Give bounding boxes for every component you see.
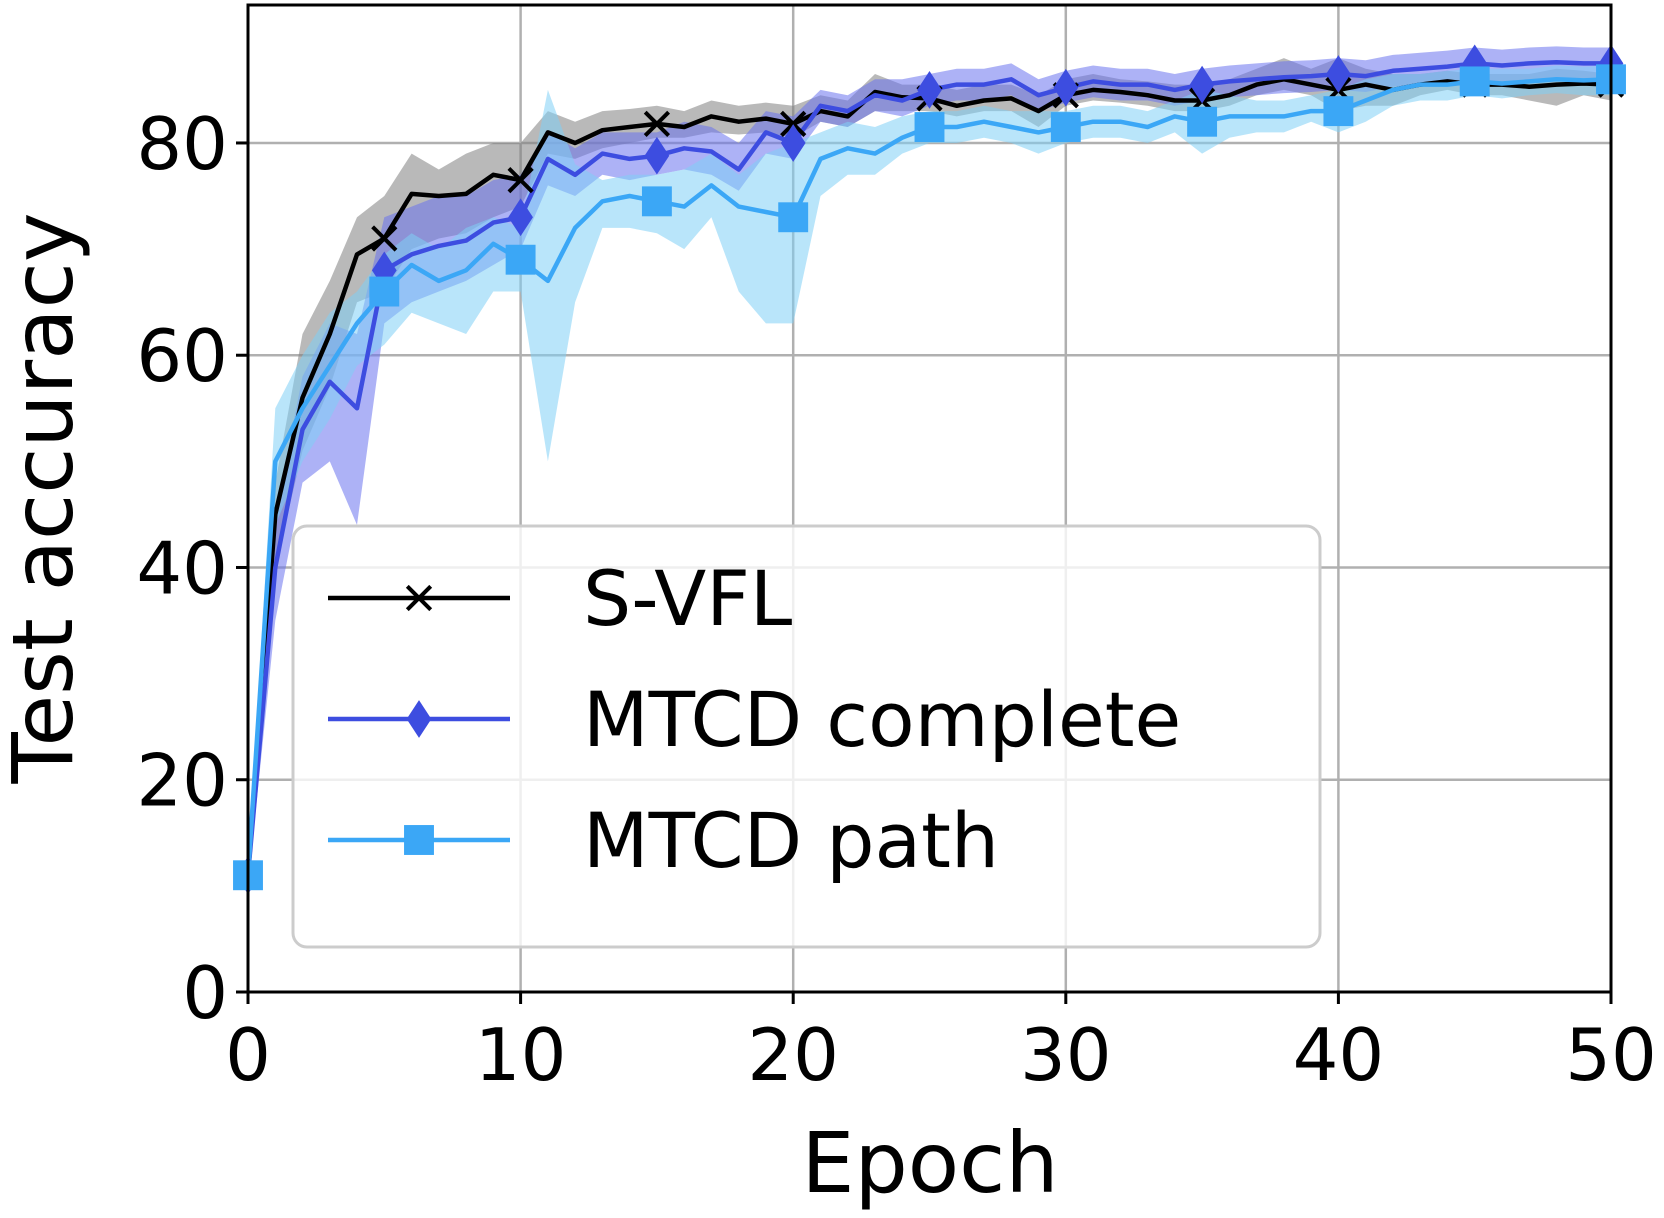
legend-label-mtcd-complete: MTCD complete xyxy=(583,675,1181,764)
x-axis-title: Epoch xyxy=(801,1114,1058,1212)
mtcd-path-marker xyxy=(778,202,809,233)
legend-item-mtcd-complete: MTCD complete xyxy=(328,675,1181,764)
mtcd-path-marker xyxy=(369,276,400,307)
mtcd-path-marker xyxy=(914,112,945,142)
x-tick-label: 40 xyxy=(1293,1013,1385,1097)
x-tick-label: 50 xyxy=(1565,1013,1657,1097)
y-tick-label: 80 xyxy=(136,102,228,186)
legend-marker-s-vfl xyxy=(405,584,433,612)
mtcd-path-marker xyxy=(505,244,536,275)
mtcd-complete-marker xyxy=(780,124,806,162)
mtcd-complete-marker xyxy=(644,136,670,175)
mtcd-complete-marker xyxy=(1189,65,1215,104)
mtcd-path-marker xyxy=(1323,96,1354,127)
mtcd-path-marker xyxy=(1050,112,1081,142)
y-axis-title: Test accuracy xyxy=(0,212,92,784)
x-tick-label: 30 xyxy=(1020,1013,1112,1097)
mtcd-complete-marker xyxy=(917,71,942,109)
x-tick-label: 10 xyxy=(475,1013,567,1097)
s-vfl-marker xyxy=(507,166,534,194)
legend-marker-mtcd-complete xyxy=(406,700,432,738)
s-vfl-marker xyxy=(643,110,671,137)
mtcd-complete-marker xyxy=(508,198,533,237)
y-tick-label: 20 xyxy=(136,739,228,823)
legend: S-VFL MTCD complete MTCD path xyxy=(291,524,1322,949)
y-tick-label: 0 xyxy=(182,951,228,1035)
mtcd-path-marker xyxy=(641,186,672,217)
x-tick-label: 0 xyxy=(225,1013,271,1097)
s-vfl-marker xyxy=(371,225,398,252)
legend-box xyxy=(291,524,1322,949)
legend-item-s-vfl: S-VFL xyxy=(328,554,792,643)
legend-entries: S-VFL MTCD complete MTCD path xyxy=(328,554,1181,885)
legend-item-mtcd-path: MTCD path xyxy=(328,796,999,885)
legend-label-mtcd-path: MTCD path xyxy=(583,796,999,885)
mtcd-path-marker xyxy=(1187,106,1218,137)
mtcd-complete-marker xyxy=(371,251,397,290)
s-vfl-marker xyxy=(780,110,807,137)
axis-ticks: 0 10 20 30 40 50 0 20 40 60 80 xyxy=(136,102,1656,1097)
legend-marker-mtcd-path xyxy=(404,825,434,855)
mtcd-complete-marker xyxy=(1053,68,1079,107)
mtcd-complete-marker xyxy=(1326,55,1351,93)
plot-frame xyxy=(246,3,1613,994)
x-tick-label: 20 xyxy=(747,1013,839,1097)
mtcd-path-marker xyxy=(1459,66,1490,97)
legend-label-s-vfl: S-VFL xyxy=(583,554,792,643)
y-tick-label: 60 xyxy=(136,314,228,398)
y-tick-label: 40 xyxy=(136,526,228,610)
